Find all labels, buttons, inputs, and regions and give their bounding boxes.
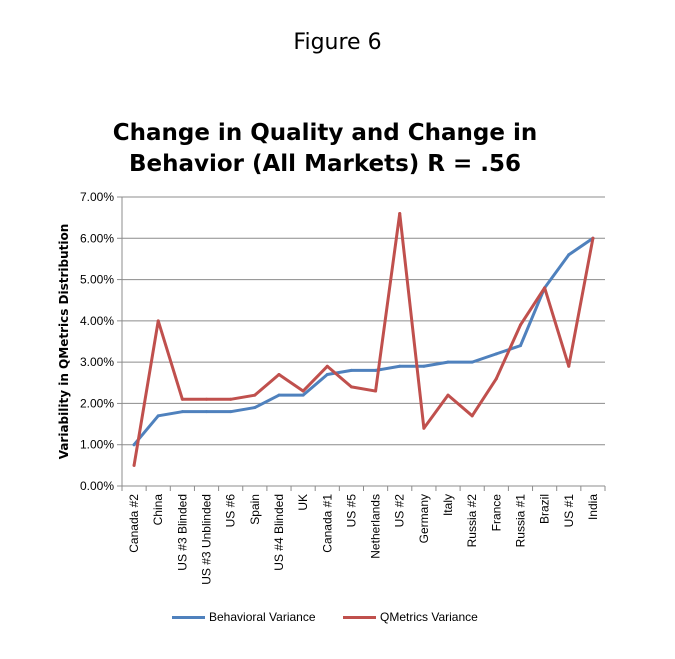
chart-title-line-1: Change in Quality and Change in [112,120,538,146]
x-tick-label-4: US #6 [224,494,238,528]
series-0-point-9 [349,368,353,372]
x-tick-label-19: India [586,494,600,520]
series-1-point-7 [301,389,305,393]
x-tick-label-11: US #2 [393,494,407,528]
legend-label-qmetrics: QMetrics Variance [380,610,478,624]
x-tick-label-0: Canada #2 [127,494,141,553]
series-1-point-9 [349,385,353,389]
y-axis-title: Variability in QMetrics Distribution [57,224,71,460]
series-1-point-16 [518,323,522,327]
y-tick-label-7: 7.00% [80,190,114,204]
series-1-point-3 [205,397,209,401]
series-line-0 [132,236,595,447]
legend-label-behavioral: Behavioral Variance [209,610,316,624]
series-1-point-4 [229,397,233,401]
x-tick-label-8: Canada #1 [320,494,334,553]
legend-swatch-behavioral [172,615,205,619]
x-tick-label-2: US #3 Blinded [175,494,189,571]
series-1-point-8 [325,364,329,368]
legend: Behavioral Variance QMetrics Variance [0,610,675,630]
series-1-point-10 [374,389,378,393]
y-tick-label-3: 3.00% [80,355,114,369]
series-1-point-13 [446,393,450,397]
legend-item-qmetrics: QMetrics Variance [343,610,478,624]
x-tick-label-16: Russia #1 [513,494,527,548]
x-tick-label-13: Italy [441,494,455,516]
chart-title: Change in Quality and Change in Behavior… [100,118,550,180]
x-tick-label-3: US #3 Unblinded [200,494,214,585]
x-tick-label-17: Brazil [538,494,552,524]
series-0-point-3 [205,410,209,414]
series-0-point-7 [301,393,305,397]
series-0-point-5 [253,406,257,410]
series-0-point-15 [494,352,498,356]
x-tick-label-6: US #4 Blinded [272,494,286,571]
series-1-point-0 [132,463,136,467]
series-1-point-2 [180,397,184,401]
series-0-point-18 [567,253,571,257]
y-tick-label-5: 5.00% [80,273,114,287]
legend-item-behavioral: Behavioral Variance [172,610,316,624]
chart-title-line-2: Behavior (All Markets) R = .56 [128,151,522,177]
series-1-point-17 [543,286,547,290]
y-tick-label-2: 2.00% [80,396,114,410]
x-tick-label-5: Spain [248,494,262,525]
x-tick-label-12: Germany [417,494,431,543]
series-line-1 [132,212,595,467]
series-0-point-2 [180,410,184,414]
series-0-point-6 [277,393,281,397]
series-1-point-19 [591,236,595,240]
series-1-point-12 [422,426,426,430]
series-1-point-18 [567,364,571,368]
y-tick-label-4: 4.00% [80,314,114,328]
x-tick-label-9: US #5 [344,494,358,528]
series-1-point-15 [494,377,498,381]
series-0-point-13 [446,360,450,364]
series-0-point-12 [422,364,426,368]
series-0-point-1 [156,414,160,418]
x-tick-label-15: France [489,494,503,532]
series-0-point-0 [132,443,136,447]
series-1-point-6 [277,373,281,377]
series-0-point-10 [374,368,378,372]
series-0-point-16 [518,344,522,348]
series-0-point-11 [398,364,402,368]
y-tick-label-1: 1.00% [80,438,114,452]
series-0-point-14 [470,360,474,364]
series-1-point-1 [156,319,160,323]
x-tick-label-1: China [151,494,165,526]
legend-swatch-qmetrics [343,615,376,619]
y-tick-label-6: 6.00% [80,231,114,245]
series-1-point-11 [398,212,402,216]
x-tick-label-18: US #1 [562,494,576,528]
series-0-point-4 [229,410,233,414]
series-1-point-14 [470,414,474,418]
series-0-point-8 [325,373,329,377]
figure-label: Figure 6 [293,30,382,55]
x-tick-label-7: UK [296,494,310,511]
x-tick-label-10: Netherlands [369,494,383,559]
y-tick-label-0: 0.00% [80,479,114,493]
x-tick-label-14: Russia #2 [465,494,479,548]
series-1-point-5 [253,393,257,397]
